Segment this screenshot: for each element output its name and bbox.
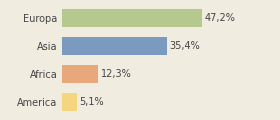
Text: 12,3%: 12,3%: [101, 69, 131, 79]
Bar: [62, 65, 98, 83]
Bar: [62, 9, 202, 27]
Text: 5,1%: 5,1%: [79, 97, 104, 107]
Bar: [62, 93, 77, 111]
Text: 35,4%: 35,4%: [169, 41, 200, 51]
Text: 47,2%: 47,2%: [205, 13, 235, 23]
Bar: [62, 37, 167, 55]
